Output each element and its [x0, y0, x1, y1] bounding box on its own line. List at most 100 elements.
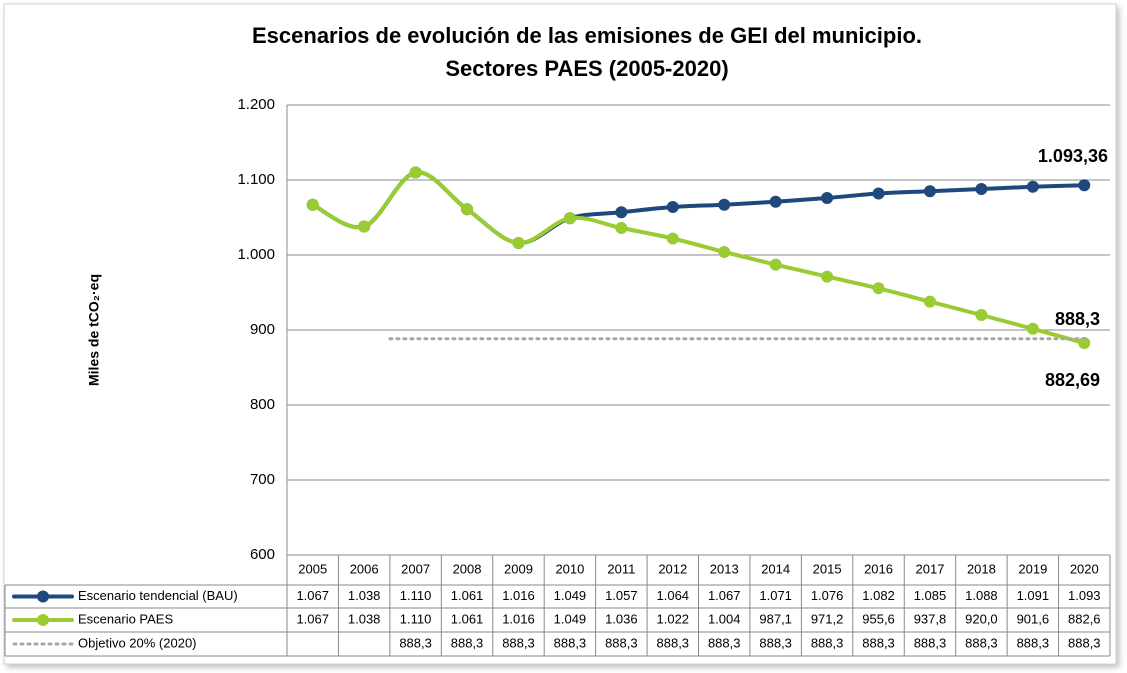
- annotation: 1.093,36: [1038, 146, 1108, 166]
- y-tick-label: 700: [250, 471, 275, 488]
- series-marker: [306, 198, 319, 211]
- x-tick-label: 2014: [761, 561, 790, 576]
- series-marker: [358, 220, 371, 233]
- series-marker: [461, 203, 474, 216]
- y-tick-label: 600: [250, 546, 275, 563]
- series-marker: [769, 195, 782, 208]
- legend-label: Escenario tendencial (BAU): [78, 588, 238, 603]
- table-value: 888,3: [502, 635, 535, 650]
- series-marker: [718, 246, 731, 258]
- y-tick-label: 900: [250, 321, 275, 338]
- series-marker: [821, 192, 834, 204]
- table-value: 888,3: [451, 635, 484, 650]
- series-marker: [975, 183, 988, 195]
- table-value: 888,3: [811, 635, 844, 650]
- table-value: 1.067: [296, 611, 329, 626]
- series-marker: [718, 198, 731, 211]
- x-tick-label: 2013: [710, 561, 739, 576]
- series-marker: [615, 222, 628, 234]
- series-marker: [975, 309, 988, 321]
- series-marker: [872, 282, 885, 295]
- legend-label: Objetivo 20% (2020): [78, 635, 197, 650]
- table-value: 1.016: [502, 588, 535, 603]
- series-marker: [821, 270, 834, 283]
- series-marker: [666, 201, 679, 213]
- table-value: 888,3: [1017, 635, 1050, 650]
- table-value: 1.057: [605, 588, 638, 603]
- table-value: 888,3: [1068, 635, 1101, 650]
- annotation: 888,3: [1055, 309, 1100, 329]
- table-value: 888,3: [759, 635, 792, 650]
- x-tick-label: 2010: [555, 561, 584, 576]
- table-value: 1.038: [348, 588, 381, 603]
- table-value: 955,6: [862, 611, 895, 626]
- table-value: 971,2: [811, 611, 844, 626]
- table-value: 888,3: [965, 635, 998, 650]
- chart-title: Sectores PAES (2005-2020): [445, 56, 728, 81]
- series-marker: [923, 295, 936, 308]
- chart-frame: [3, 3, 1117, 665]
- table-value: 1.082: [862, 588, 895, 603]
- table-value: 1.061: [451, 588, 484, 603]
- series-marker: [923, 185, 936, 198]
- table-value: 888,3: [399, 635, 432, 650]
- annotation: 882,69: [1045, 370, 1100, 390]
- table-value: 888,3: [914, 635, 947, 650]
- x-tick-label: 2006: [350, 561, 379, 576]
- table-value: 937,8: [914, 611, 947, 626]
- table-value: 888,3: [554, 635, 587, 650]
- table-value: 901,6: [1017, 611, 1050, 626]
- series-marker: [409, 166, 422, 179]
- x-tick-label: 2020: [1070, 561, 1099, 576]
- table-value: 888,3: [657, 635, 690, 650]
- table-value: 1.093: [1068, 588, 1101, 603]
- table-value: 882,6: [1068, 611, 1101, 626]
- table-value: 1.004: [708, 611, 741, 626]
- table-value: 1.038: [348, 611, 381, 626]
- x-tick-label: 2005: [298, 561, 327, 576]
- table-value: 1.061: [451, 611, 484, 626]
- legend-marker: [37, 590, 49, 603]
- x-tick-label: 2018: [967, 561, 996, 576]
- x-tick-label: 2009: [504, 561, 533, 576]
- series-marker: [1026, 322, 1039, 335]
- table-value: 1.110: [400, 588, 432, 603]
- table-value: 888,3: [605, 635, 638, 650]
- table-value: 1.110: [400, 611, 432, 626]
- table-value: 1.036: [605, 611, 638, 626]
- x-tick-label: 2011: [607, 561, 635, 576]
- table-value: 1.085: [914, 588, 947, 603]
- x-tick-label: 2017: [916, 561, 945, 576]
- table-value: 1.067: [708, 588, 741, 603]
- y-tick-label: 800: [250, 396, 275, 413]
- table-value: 1.022: [657, 611, 690, 626]
- series-line: [310, 170, 1087, 346]
- table-value: 1.064: [657, 588, 690, 603]
- table-value: 1.067: [296, 588, 329, 603]
- y-axis-label: Miles de tCO₂·eq: [86, 274, 102, 386]
- table-value: 1.049: [554, 611, 587, 626]
- legend-marker: [37, 614, 49, 626]
- table-value: 987,1: [759, 611, 792, 626]
- x-tick-label: 2008: [453, 561, 482, 576]
- legend-label: Escenario PAES: [78, 611, 173, 626]
- table-value: 1.088: [965, 588, 998, 603]
- table-value: 888,3: [708, 635, 741, 650]
- series-marker: [512, 237, 525, 249]
- series-marker: [666, 232, 679, 245]
- table-value: 1.049: [554, 588, 587, 603]
- series-marker: [1078, 337, 1091, 350]
- table-value: 1.091: [1017, 588, 1050, 603]
- x-tick-label: 2019: [1018, 561, 1047, 576]
- x-tick-label: 2016: [864, 561, 893, 576]
- x-tick-label: 2015: [813, 561, 842, 576]
- series-marker: [1078, 179, 1091, 192]
- table-value: 920,0: [965, 611, 998, 626]
- table-value: 888,3: [862, 635, 895, 650]
- series-marker: [615, 206, 628, 219]
- y-tick-label: 1.000: [237, 246, 275, 263]
- table-value: 1.016: [502, 611, 535, 626]
- x-tick-label: 2012: [658, 561, 687, 576]
